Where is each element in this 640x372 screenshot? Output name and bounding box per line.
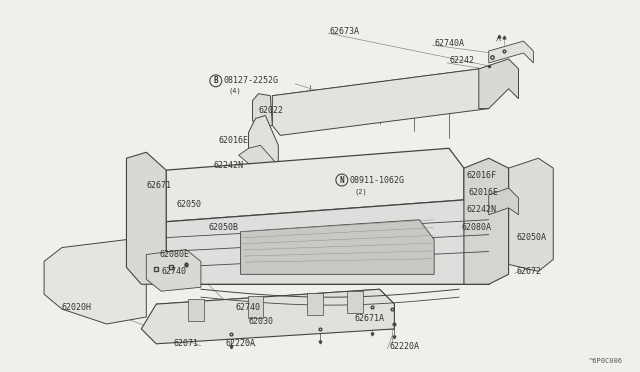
Text: B: B bbox=[214, 76, 218, 85]
Polygon shape bbox=[166, 200, 489, 284]
Text: 62740A: 62740A bbox=[434, 39, 464, 48]
Polygon shape bbox=[347, 291, 363, 313]
Polygon shape bbox=[166, 148, 464, 222]
Text: 62242N: 62242N bbox=[467, 205, 497, 214]
Text: 62740: 62740 bbox=[161, 267, 186, 276]
Text: 62671: 62671 bbox=[147, 180, 172, 189]
Polygon shape bbox=[188, 299, 204, 321]
Text: (2): (2) bbox=[355, 189, 367, 195]
Polygon shape bbox=[253, 94, 273, 128]
Text: 62242N: 62242N bbox=[214, 161, 244, 170]
Text: 62220A: 62220A bbox=[226, 339, 256, 348]
Text: 62740: 62740 bbox=[236, 302, 260, 312]
Polygon shape bbox=[147, 250, 201, 291]
Text: N: N bbox=[340, 176, 344, 185]
Polygon shape bbox=[248, 116, 278, 165]
Polygon shape bbox=[489, 41, 533, 63]
Text: 62016F: 62016F bbox=[467, 171, 497, 180]
Polygon shape bbox=[509, 158, 553, 271]
Polygon shape bbox=[127, 152, 166, 284]
Text: 08127-2252G: 08127-2252G bbox=[224, 76, 279, 85]
Text: 62242: 62242 bbox=[449, 57, 474, 65]
Text: 62016E: 62016E bbox=[469, 189, 499, 198]
Polygon shape bbox=[44, 240, 147, 324]
Text: 62672: 62672 bbox=[516, 267, 541, 276]
Text: 62020H: 62020H bbox=[62, 302, 92, 312]
Polygon shape bbox=[241, 220, 434, 274]
Text: 62071: 62071 bbox=[173, 339, 198, 348]
Polygon shape bbox=[489, 188, 518, 215]
Text: 62022: 62022 bbox=[259, 106, 284, 115]
Text: 62080A: 62080A bbox=[462, 223, 492, 232]
Text: ^6P0C006: ^6P0C006 bbox=[589, 357, 623, 364]
Text: 62671A: 62671A bbox=[355, 314, 385, 324]
Text: 08911-1062G: 08911-1062G bbox=[350, 176, 404, 185]
Polygon shape bbox=[239, 145, 275, 172]
Text: 62016E: 62016E bbox=[219, 136, 249, 145]
Polygon shape bbox=[307, 293, 323, 315]
Text: 62080E: 62080E bbox=[159, 250, 189, 259]
Polygon shape bbox=[479, 59, 518, 109]
Text: (4): (4) bbox=[228, 87, 241, 94]
Polygon shape bbox=[464, 158, 509, 284]
Polygon shape bbox=[248, 296, 264, 318]
Polygon shape bbox=[273, 69, 489, 135]
Text: 62220A: 62220A bbox=[390, 342, 419, 351]
Text: 62050: 62050 bbox=[176, 201, 201, 209]
Text: 62673A: 62673A bbox=[330, 27, 360, 36]
Polygon shape bbox=[141, 289, 394, 344]
Text: 62030: 62030 bbox=[248, 317, 273, 327]
Text: 62050B: 62050B bbox=[209, 223, 239, 232]
Text: 62050A: 62050A bbox=[516, 233, 547, 242]
